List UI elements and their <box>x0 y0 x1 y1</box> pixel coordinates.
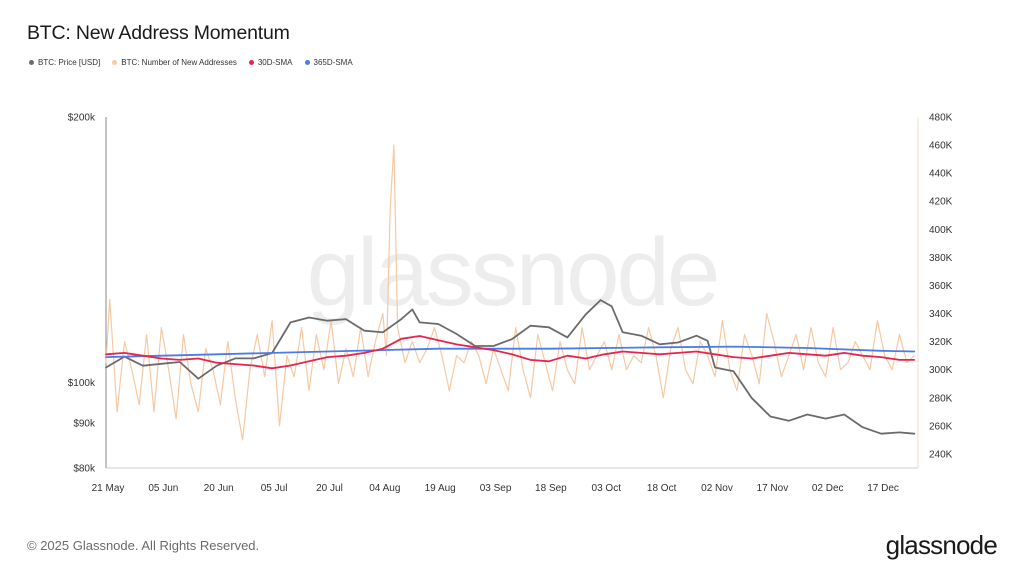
series-line-price[interactable] <box>105 299 916 435</box>
legend-item-365d-sma[interactable]: 365D-SMA <box>304 58 353 67</box>
left-tick-label: $80k <box>73 464 96 475</box>
legend-label-365d-sma: 365D-SMA <box>313 58 353 67</box>
x-tick-label: 17 Nov <box>757 483 789 494</box>
x-tick-label: 02 Dec <box>812 483 844 494</box>
x-tick-label: 02 Nov <box>701 483 733 494</box>
legend-label-price: BTC: Price [USD] <box>38 58 101 67</box>
axes <box>105 117 919 469</box>
legend-dot-price <box>29 60 34 65</box>
watermark: glassnode <box>307 219 718 326</box>
x-tick-label: 04 Aug <box>369 483 400 494</box>
legend: BTC: Price [USD] BTC: Number of New Addr… <box>29 58 353 67</box>
x-tick-label: 20 Jul <box>316 483 343 494</box>
legend-label-30d-sma: 30D-SMA <box>257 58 293 67</box>
right-tick-label: 440K <box>929 169 953 180</box>
x-tick-label: 03 Oct <box>592 483 622 494</box>
legend-label-new-addresses: BTC: Number of New Addresses <box>121 58 237 67</box>
x-tick-label: 03 Sep <box>480 483 512 494</box>
x-tick-label: 18 Sep <box>535 483 567 494</box>
legend-item-price[interactable]: BTC: Price [USD] <box>29 58 100 67</box>
legend-dot-new-addresses <box>112 60 118 65</box>
right-tick-label: 460K <box>929 141 953 152</box>
right-tick-label: 260K <box>929 421 953 432</box>
series-layer <box>105 144 916 441</box>
series-line-30d-sma[interactable] <box>105 335 916 370</box>
x-tick-label: 19 Aug <box>425 483 456 494</box>
legend-dot-365d-sma <box>304 60 310 65</box>
brand-logo[interactable]: glassnode <box>885 530 998 560</box>
x-tick-label: 18 Oct <box>647 483 677 494</box>
right-tick-label: 280K <box>929 393 953 404</box>
right-tick-label: 480K <box>929 113 953 124</box>
legend-item-new-addresses[interactable]: BTC: Number of New Addresses <box>112 58 237 67</box>
right-tick-label: 420K <box>929 197 953 208</box>
left-tick-label: $200k <box>68 113 96 124</box>
copyright-text: © 2025 Glassnode. All Rights Reserved. <box>27 538 260 553</box>
x-tick-label: 21 May <box>92 483 125 494</box>
x-tick-label: 05 Jul <box>261 483 288 494</box>
chart-title: BTC: New Address Momentum <box>27 22 290 44</box>
x-tick-label: 20 Jun <box>204 483 234 494</box>
series-line-365d-sma[interactable] <box>105 345 916 358</box>
x-tick-label: 05 Jun <box>148 483 178 494</box>
right-tick-label: 340K <box>929 309 953 320</box>
right-tick-label: 400K <box>929 225 953 236</box>
right-tick-label: 360K <box>929 281 953 292</box>
series-line-new-addresses[interactable] <box>105 144 915 441</box>
right-tick-label: 300K <box>929 365 953 376</box>
right-tick-label: 380K <box>929 253 953 264</box>
legend-dot-30d-sma <box>248 60 254 65</box>
ticks: $80k $90k $100k $200k 240K 260K 280K 300K 320K 34… <box>68 113 953 495</box>
x-tick-label: 17 Dec <box>867 483 899 494</box>
legend-item-30d-sma[interactable]: 30D-SMA <box>248 58 293 67</box>
right-tick-label: 320K <box>929 337 953 348</box>
right-tick-label: 240K <box>929 449 953 460</box>
left-tick-label: $90k <box>73 418 96 429</box>
left-tick-label: $100k <box>68 378 96 389</box>
